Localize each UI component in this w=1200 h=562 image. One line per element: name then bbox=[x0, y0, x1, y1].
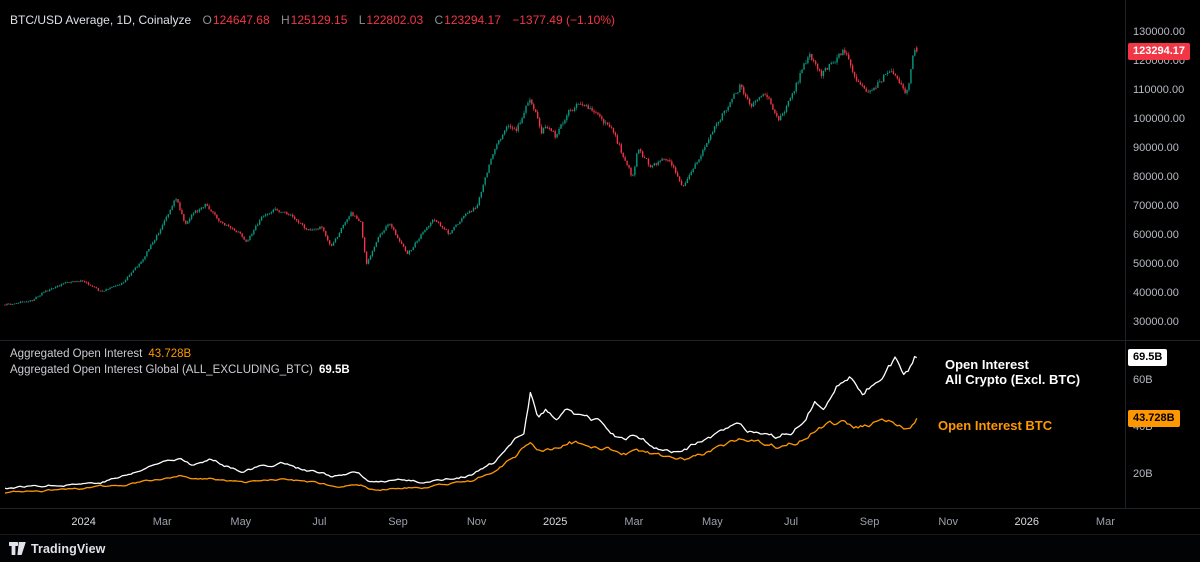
open-interest-chart-canvas[interactable] bbox=[0, 341, 1125, 508]
time-tick-sep: Sep bbox=[859, 516, 880, 528]
tradingview-logo[interactable]: TradingView bbox=[9, 541, 106, 556]
oi-legend[interactable]: Aggregated Open Interest 43.728B Aggregat… bbox=[10, 346, 350, 378]
oi-legend-row-global: Aggregated Open Interest Global (ALL_EXC… bbox=[10, 362, 350, 378]
ohlc-low: L122802.03 bbox=[359, 13, 423, 27]
ohlc-low-value: 122802.03 bbox=[366, 13, 424, 27]
ohlc-open: O124647.68 bbox=[203, 13, 270, 27]
ohlc-open-key: O bbox=[202, 13, 212, 27]
last-price-badge: 123294.17 bbox=[1128, 42, 1190, 60]
symbol-legend[interactable]: BTC/USD Average, 1D, Coinalyze O124647.6… bbox=[10, 13, 615, 27]
oi-allcrypto-chart-label: Open Interest All Crypto (Excl. BTC) bbox=[945, 357, 1080, 387]
time-tick-jul: Jul bbox=[783, 516, 799, 528]
candlestick-chart-canvas[interactable] bbox=[0, 0, 1125, 340]
time-tick-mar: Mar bbox=[624, 516, 644, 528]
time-tick-2026: 2026 bbox=[1014, 516, 1040, 528]
tradingview-logo-icon bbox=[9, 541, 26, 555]
time-tick-nov: Nov bbox=[466, 516, 487, 528]
oi-btc-chart-label: Open Interest BTC bbox=[938, 418, 1053, 433]
time-tick-may: May bbox=[702, 516, 723, 528]
oi-allcrypto-badge: 69.5B bbox=[1128, 349, 1168, 367]
price-change: −1377.49 (−1.10%) bbox=[512, 13, 615, 27]
ohlc-high-key: H bbox=[280, 13, 290, 27]
price-tick: 80000.00 bbox=[1133, 171, 1179, 183]
oi-tick: 20B bbox=[1133, 468, 1153, 480]
oi-tick: 60B bbox=[1133, 374, 1153, 386]
bottom-toolbar: TradingView bbox=[0, 534, 1200, 562]
time-tick-2024: 2024 bbox=[71, 516, 96, 528]
ohlc-close-key: C bbox=[434, 13, 444, 27]
oi-allcrypto-chart-label-line2: All Crypto (Excl. BTC) bbox=[945, 372, 1081, 387]
time-tick-mar: Mar bbox=[152, 516, 172, 528]
price-tick: 110000.00 bbox=[1133, 84, 1185, 96]
price-tick: 100000.00 bbox=[1133, 113, 1185, 125]
price-tick: 130000.00 bbox=[1133, 26, 1185, 38]
time-tick-may: May bbox=[230, 516, 252, 528]
price-tick: 40000.00 bbox=[1133, 287, 1179, 299]
oi-btc-legend-value: 43.728B bbox=[148, 348, 192, 360]
ohlc-close-value: 123294.17 bbox=[444, 13, 501, 27]
time-tick-jul: Jul bbox=[312, 516, 327, 528]
symbol-title[interactable]: BTC/USD Average, 1D, Coinalyze bbox=[10, 13, 192, 27]
ohlc-low-key: L bbox=[358, 13, 366, 27]
oi-legend-row-btc: Aggregated Open Interest 43.728B bbox=[10, 346, 350, 362]
ohlc-open-value: 124647.68 bbox=[212, 13, 270, 27]
time-tick-2025: 2025 bbox=[542, 516, 568, 528]
ohlc-close: C123294.17 bbox=[434, 13, 500, 27]
ohlc-high-value: 125129.15 bbox=[290, 13, 348, 27]
price-tick: 70000.00 bbox=[1133, 200, 1179, 212]
oi-btc-badge: 43.728B bbox=[1128, 409, 1180, 427]
price-scale[interactable]: 130000.00 120000.00 110000.00 100000.00 9000… bbox=[1125, 0, 1200, 508]
oi-global-legend-label: Aggregated Open Interest Global (ALL_EXC… bbox=[10, 364, 313, 376]
oi-btc-legend-label: Aggregated Open Interest bbox=[10, 348, 143, 360]
price-tick: 60000.00 bbox=[1133, 229, 1179, 241]
pane-divider[interactable] bbox=[0, 340, 1200, 341]
tradingview-logo-text: TradingView bbox=[31, 541, 106, 556]
time-tick-mar: Mar bbox=[1095, 516, 1115, 528]
time-scale[interactable]: 2024 Mar May Jul Sep Nov 2025 Mar May Jul Sep Nov 20… bbox=[0, 508, 1200, 534]
time-tick-sep: Sep bbox=[388, 516, 408, 528]
time-tick-nov: Nov bbox=[938, 516, 958, 528]
ohlc-high: H125129.15 bbox=[281, 13, 347, 27]
price-tick: 50000.00 bbox=[1133, 258, 1179, 270]
price-tick: 90000.00 bbox=[1133, 142, 1179, 154]
oi-global-legend-value: 69.5B bbox=[318, 364, 350, 376]
price-tick: 30000.00 bbox=[1133, 316, 1179, 328]
oi-allcrypto-chart-label-line1: Open Interest bbox=[945, 357, 1029, 372]
